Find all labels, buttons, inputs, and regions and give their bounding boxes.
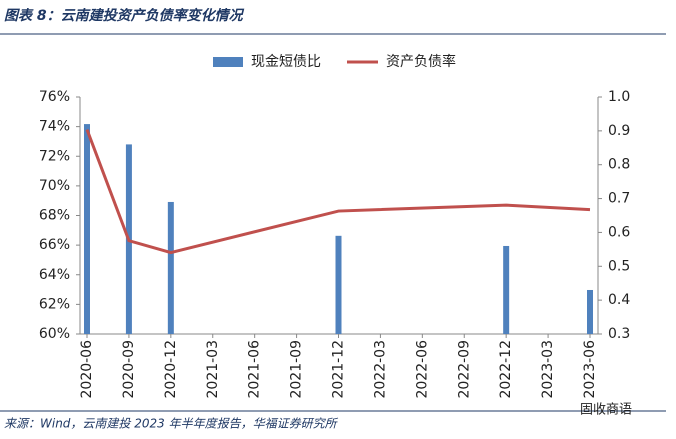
bar — [503, 245, 510, 334]
y2-tick-label: 0.3 — [608, 326, 630, 342]
y2-tick-label: 0.6 — [608, 224, 630, 240]
x-tick-label: 2022-09 — [456, 340, 472, 399]
source: 来源：Wind，云南建投 2023 年半年度报告，华福证券研究所 — [4, 417, 339, 431]
x-tick-label: 2020-12 — [163, 340, 179, 399]
y-tick-label: 74% — [39, 119, 70, 135]
x-tick-label: 2022-12 — [498, 340, 514, 399]
y2-tick-label: 0.9 — [608, 123, 630, 139]
y-tick-label: 70% — [39, 178, 70, 194]
x-tick-label: 2021-09 — [289, 340, 305, 399]
legend-label: 现金短债比 — [251, 54, 321, 70]
y2-tick-label: 0.8 — [608, 157, 630, 173]
line — [85, 129, 591, 255]
x-tick-label: 2023-06 — [582, 340, 598, 399]
y2-tick-label: 1.0 — [608, 89, 630, 105]
bar — [587, 289, 593, 334]
x-tick-label: 2021-03 — [205, 340, 221, 399]
y-tick-label: 72% — [39, 148, 70, 164]
x-tick-label: 2020-06 — [79, 340, 95, 399]
x-tick-label: 2023-03 — [540, 340, 556, 399]
chart-title: 图表 8：云南建投资产负债率变化情况 — [4, 7, 245, 24]
y2-tick-label: 0.7 — [608, 191, 630, 207]
y2-tick-label: 0.4 — [608, 292, 630, 308]
y-tick-label: 62% — [39, 296, 70, 312]
y-tick-label: 66% — [39, 237, 70, 253]
x-tick-label: 2022-03 — [372, 340, 388, 399]
x-tick-label: 2020-09 — [121, 340, 137, 399]
y-tick-label: 60% — [39, 326, 70, 342]
bar — [335, 235, 342, 334]
x-tick-label: 2022-06 — [414, 340, 430, 399]
y-tick-label: 76% — [39, 89, 70, 105]
x-tick-label: 2021-06 — [247, 340, 263, 399]
legend-swatch — [213, 57, 243, 67]
watermark: 固收商语 — [580, 403, 632, 418]
y-tick-label: 64% — [39, 267, 70, 283]
bar — [167, 201, 174, 334]
y-tick-label: 68% — [39, 208, 70, 224]
legend-label: 资产负债率 — [386, 53, 456, 70]
y2-tick-label: 0.5 — [608, 258, 630, 274]
bar — [84, 124, 90, 334]
x-tick-label: 2021-12 — [331, 340, 347, 399]
